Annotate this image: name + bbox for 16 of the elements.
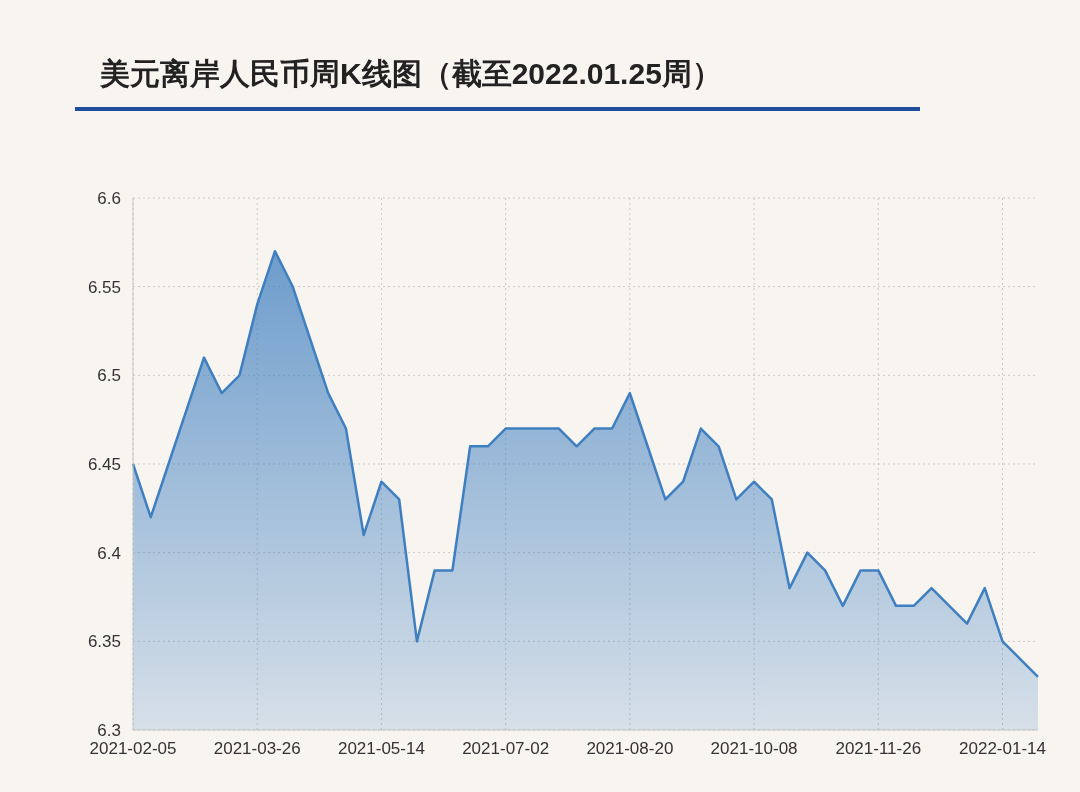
x-tick-label: 2021-08-20: [586, 739, 674, 758]
y-tick-label: 6.3: [97, 721, 121, 740]
title: 美元离岸人民币周K线图（截至2022.01.25周）: [100, 57, 722, 90]
y-tick-label: 6.35: [87, 632, 121, 652]
y-tick-label: 6.45: [87, 455, 121, 474]
x-tick-label: 2021-11-26: [835, 739, 922, 758]
y-tick-label: 6.4: [97, 543, 121, 563]
x-tick-label: 2021-10-08: [710, 739, 798, 758]
x-tick-label: 2021-02-05: [89, 739, 177, 758]
y-tick-label: 6.5: [97, 366, 121, 386]
x-tick-label: 2021-05-14: [337, 739, 425, 758]
x-tick-label: 2021-03-26: [213, 739, 301, 758]
x-tick-label: 2021-07-02: [462, 739, 550, 758]
y-tick-label: 6.6: [97, 189, 121, 208]
x-tick-label: 2022-01-14: [959, 739, 1046, 758]
y-tick-label: 6.55: [87, 277, 121, 297]
